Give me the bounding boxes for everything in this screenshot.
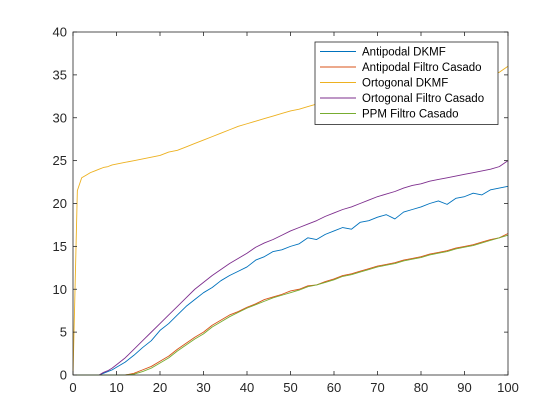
y-tick-label: 40: [53, 25, 67, 40]
x-tick-label: 50: [283, 380, 297, 395]
legend-label-0: Antipodal DKMF: [362, 47, 446, 59]
legend-label-2: Ortogonal DKMF: [362, 78, 448, 90]
y-tick-label: 25: [53, 153, 67, 168]
x-tick-label: 60: [327, 380, 341, 395]
series-line-0: [73, 185, 509, 376]
x-tick-label: 80: [414, 380, 428, 395]
legend-box: [314, 41, 499, 125]
y-tick-label: 20: [53, 196, 67, 211]
y-tick-label: 30: [53, 110, 67, 125]
ticks-layer: 0 10 20 30 40 50 60 70 80 90 100 0 5 10 15 20 25 30 35 40: [53, 25, 519, 396]
y-tick-label: 5: [60, 325, 67, 340]
y-tick-label: 10: [53, 282, 67, 297]
legend-label-4: PPM Filtro Casado: [362, 109, 459, 121]
x-tick-label: 90: [457, 380, 471, 395]
x-tick-label: 10: [109, 380, 123, 395]
series-line-3: [73, 160, 509, 376]
y-tick-label: 15: [53, 239, 67, 254]
legend-label-3: Ortogonal Filtro Casado: [362, 93, 484, 105]
x-tick-label: 40: [240, 380, 254, 395]
legend-label-1: Antipodal Filtro Casado: [362, 62, 482, 74]
x-tick-label: 100: [497, 380, 519, 395]
y-tick-label: 0: [60, 368, 67, 383]
x-tick-label: 0: [69, 380, 76, 395]
x-tick-label: 30: [196, 380, 210, 395]
x-tick-label: 20: [153, 380, 167, 395]
x-tick-label: 70: [370, 380, 384, 395]
y-tick-label: 35: [53, 67, 67, 82]
legend: Antipodal DKMF Antipodal Filtro Casado Ort…: [314, 41, 499, 125]
